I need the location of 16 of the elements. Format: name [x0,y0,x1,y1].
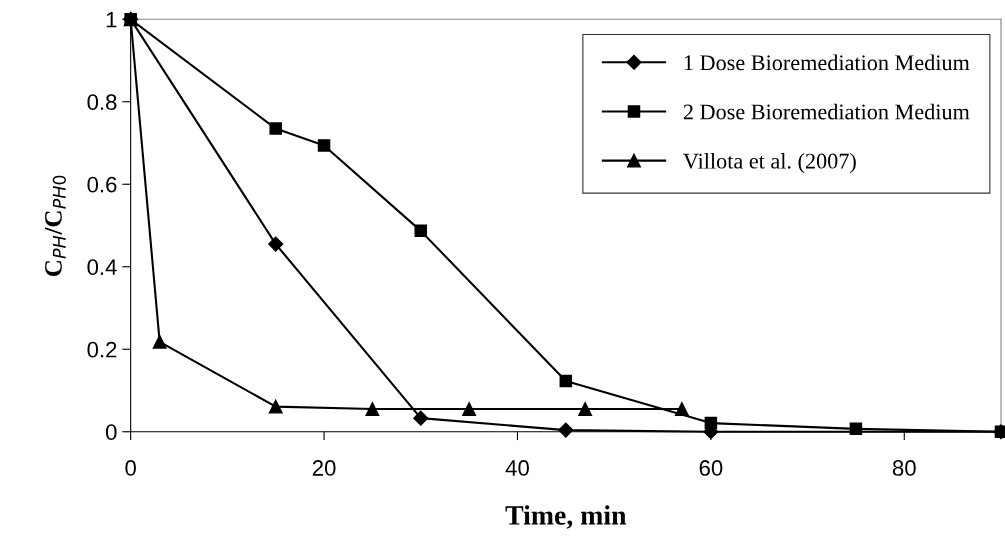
y-tick-label: 0.4 [87,259,117,276]
legend-label: 1 Dose Bioremediation Medium [684,54,970,71]
y-axis-title: C$_{PH}$/C$_{PH0}$ [45,175,66,277]
y-tick-label: 0.2 [87,341,117,358]
x-tick-label: 40 [505,460,529,476]
x-tick-label: 20 [312,460,336,476]
x-tick-label: 80 [892,460,916,476]
x-tick-label: 0 [125,460,136,476]
y-tick-label: 1 [106,12,117,28]
x-tick-label: 60 [699,460,723,476]
x-axis-title: Time, min [505,505,627,529]
legend-label: Villota et al. (2007) [683,152,856,174]
y-tick-label: 0.8 [87,94,117,111]
legend-label: 2 Dose Bioremediation Medium [683,103,970,120]
y-tick-label: 0 [105,424,117,441]
y-tick-label: 0.6 [87,176,117,193]
